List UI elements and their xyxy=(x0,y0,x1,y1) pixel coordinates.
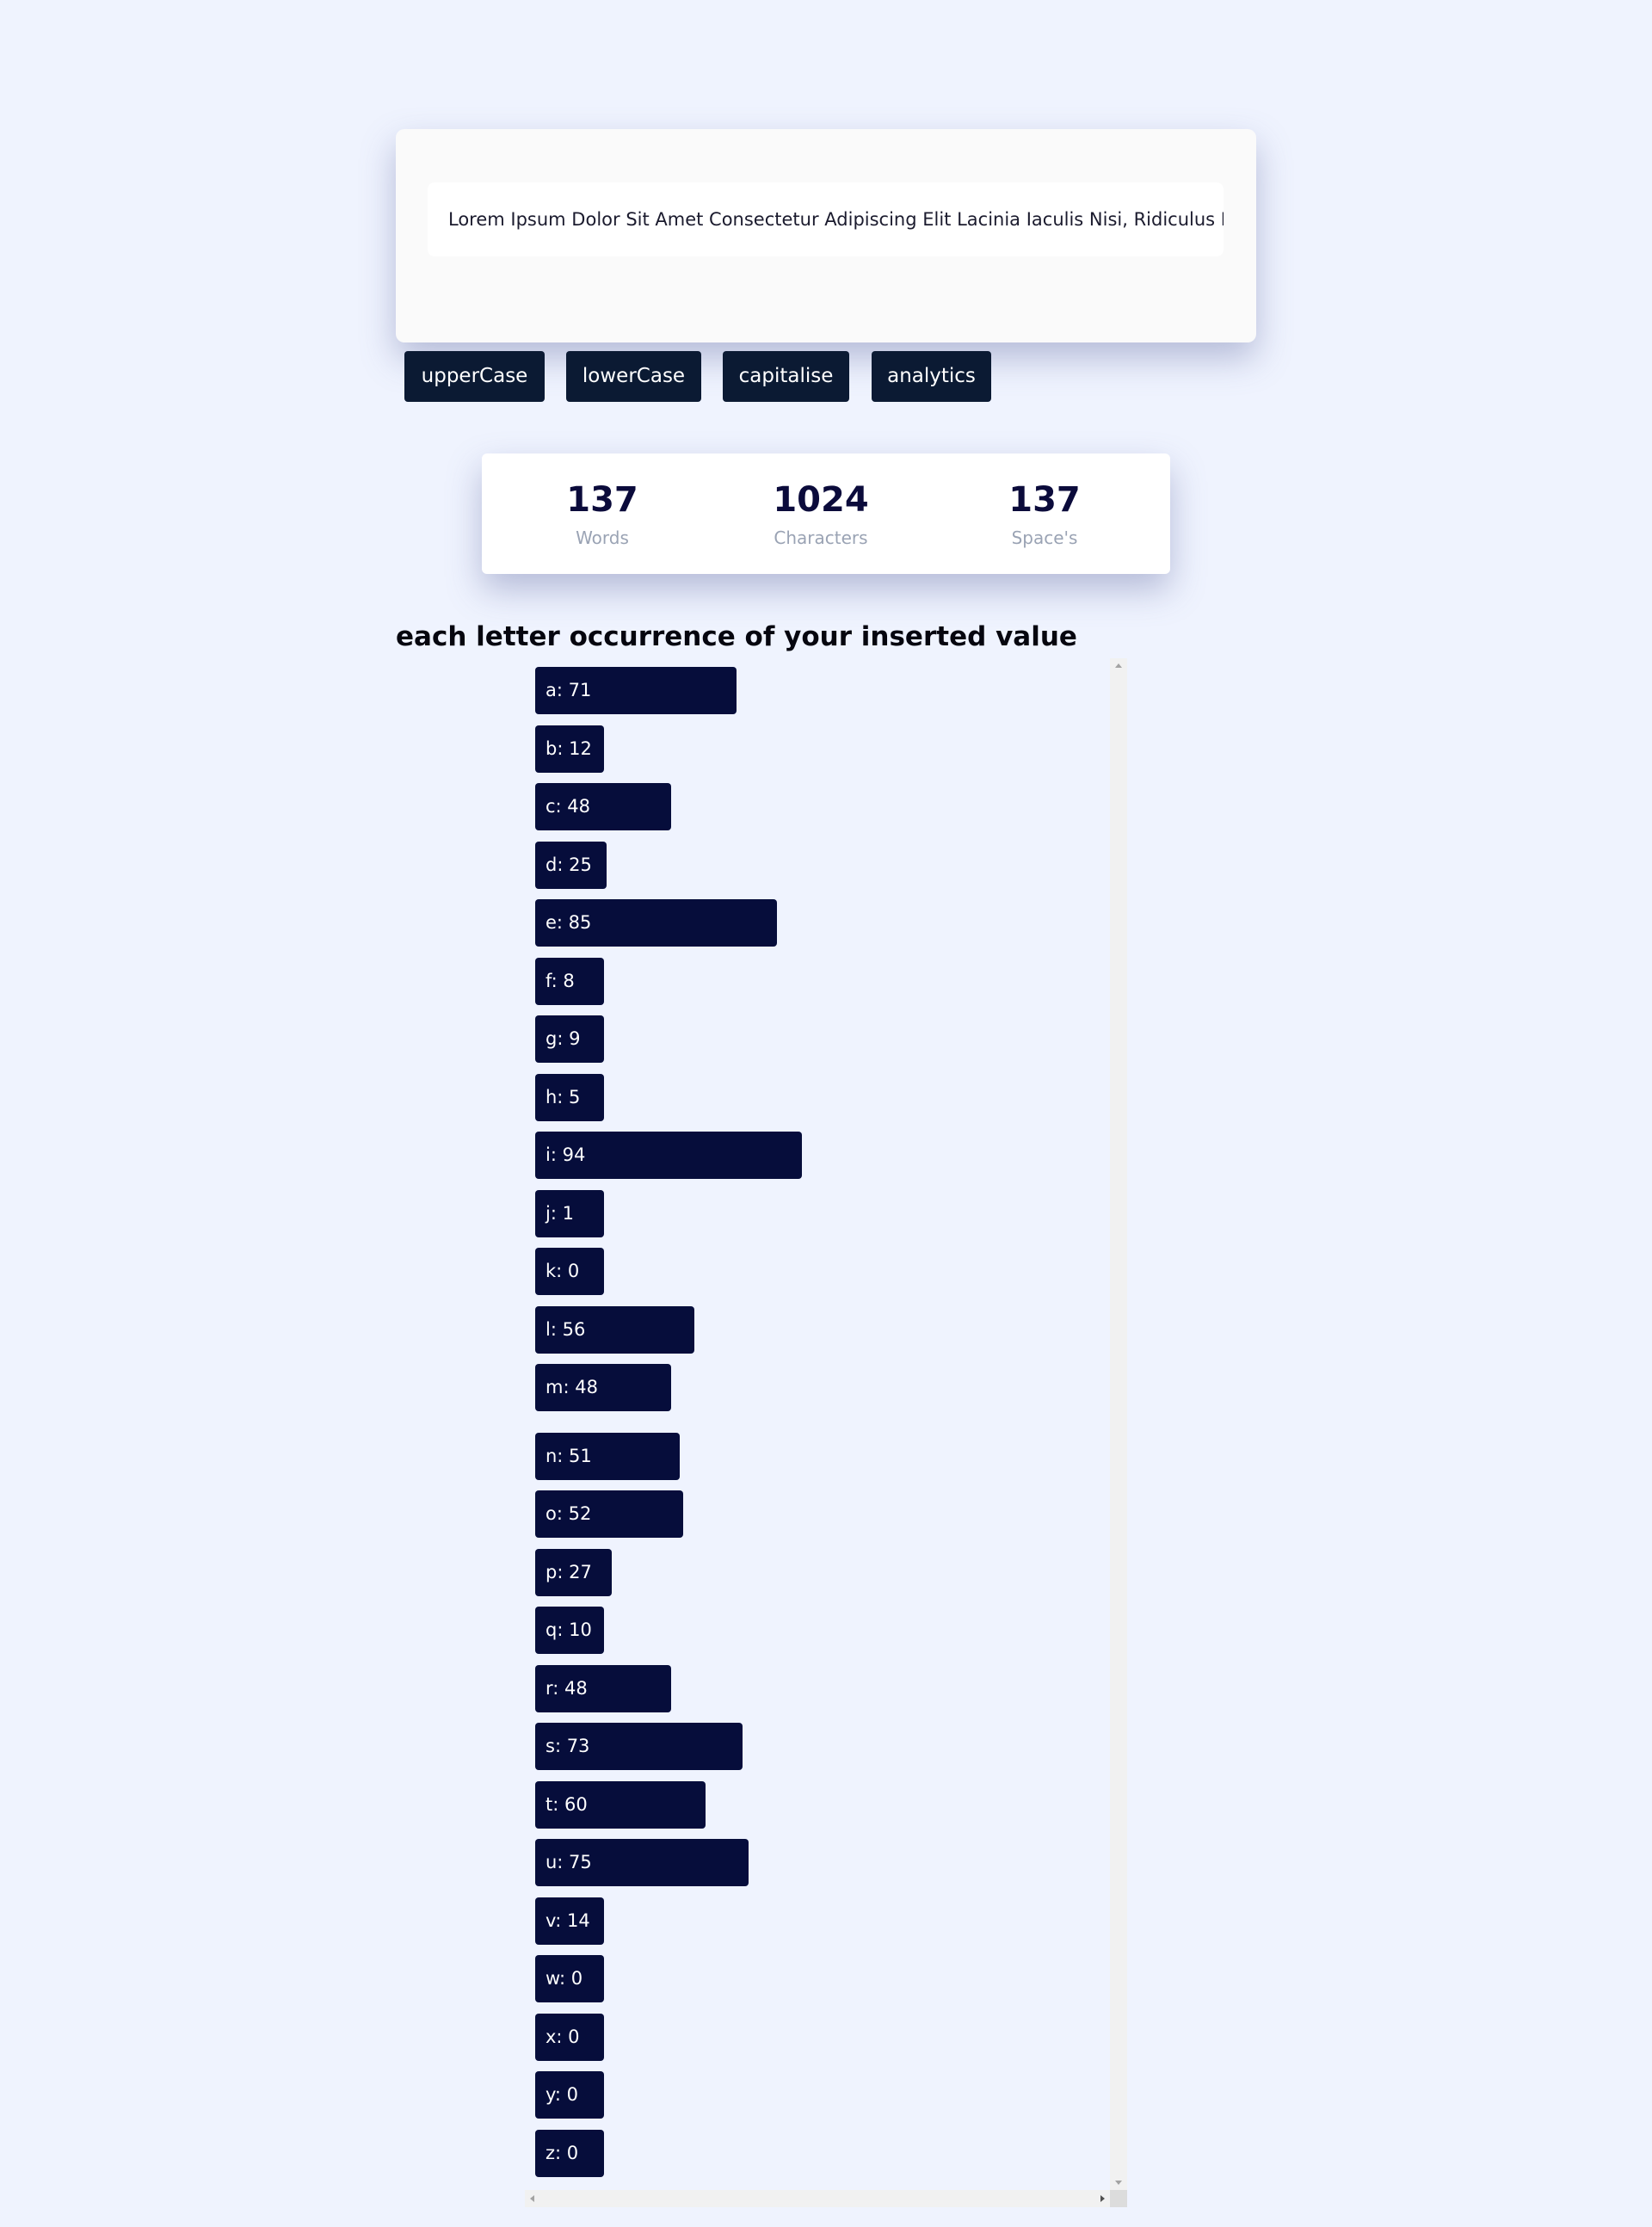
letter-bar-d: d: 25 xyxy=(535,841,607,889)
spaces-count: 137 xyxy=(1008,480,1081,520)
characters-label: Characters xyxy=(774,527,868,548)
scroll-right-icon[interactable] xyxy=(1100,2195,1105,2202)
letter-occurrence-list[interactable]: a: 71 b: 12 c: 48 d: 25 e: 85 f: 8 g: 9 h: 5 i: … xyxy=(525,658,1127,2207)
words-count: 137 xyxy=(566,480,638,520)
letter-bar-k: k: 0 xyxy=(535,1248,604,1295)
analytics-button[interactable]: analytics xyxy=(872,351,991,402)
capitalise-button[interactable]: capitalise xyxy=(723,351,849,402)
letter-bar-i: i: 94 xyxy=(535,1132,802,1179)
letter-bar-s: s: 73 xyxy=(535,1723,743,1770)
letter-bar-y: y: 0 xyxy=(535,2071,604,2119)
letter-bar-u: u: 75 xyxy=(535,1839,749,1886)
scroll-up-icon[interactable] xyxy=(1115,663,1122,668)
letter-bar-q: q: 10 xyxy=(535,1607,604,1654)
letter-bar-p: p: 27 xyxy=(535,1548,612,1596)
letter-bar-o: o: 52 xyxy=(535,1490,683,1538)
stats-card: 137 Words 1024 Characters 137 Space's xyxy=(482,453,1170,574)
letter-bar-r: r: 48 xyxy=(535,1664,671,1712)
text-input[interactable]: Lorem Ipsum Dolor Sit Amet Consectetur A… xyxy=(428,182,1224,256)
scrollbar-corner xyxy=(1110,2190,1127,2207)
uppercase-button[interactable]: upperCase xyxy=(404,351,545,402)
scroll-down-icon[interactable] xyxy=(1115,2181,1122,2185)
letter-bar-x: x: 0 xyxy=(535,2013,604,2061)
letter-bar-g: g: 9 xyxy=(535,1015,604,1063)
characters-count: 1024 xyxy=(773,480,869,520)
letter-bar-n: n: 51 xyxy=(535,1432,680,1480)
letter-bar-t: t: 60 xyxy=(535,1780,706,1829)
letter-bar-b: b: 12 xyxy=(535,725,604,773)
letter-bar-e: e: 85 xyxy=(535,899,777,947)
text-editor-card: Lorem Ipsum Dolor Sit Amet Consectetur A… xyxy=(396,129,1256,342)
letter-bar-a: a: 71 xyxy=(535,667,737,714)
letter-bar-c: c: 48 xyxy=(535,783,671,830)
spaces-label: Space's xyxy=(1011,527,1078,548)
occurrence-title: each letter occurrence of your inserted … xyxy=(396,621,1077,652)
lowercase-button[interactable]: lowerCase xyxy=(566,351,701,402)
letter-bar-w: w: 0 xyxy=(535,1955,604,2002)
letter-bar-h: h: 5 xyxy=(535,1073,604,1121)
horizontal-scrollbar[interactable] xyxy=(525,2190,1110,2207)
letter-bar-z: z: 0 xyxy=(535,2129,604,2177)
letter-bar-l: l: 56 xyxy=(535,1305,694,1354)
words-label: Words xyxy=(576,527,629,548)
letter-bar-f: f: 8 xyxy=(535,957,604,1005)
letter-bar-m: m: 48 xyxy=(535,1364,671,1411)
scroll-left-icon[interactable] xyxy=(530,2195,534,2202)
vertical-scrollbar[interactable] xyxy=(1110,658,1127,2190)
letter-bar-v: v: 14 xyxy=(535,1897,604,1945)
letter-bar-j: j: 1 xyxy=(535,1189,604,1237)
